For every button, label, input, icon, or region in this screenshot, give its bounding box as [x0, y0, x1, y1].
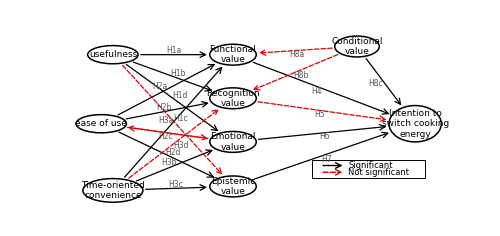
- Text: Emotional
value: Emotional value: [210, 132, 256, 152]
- Text: usefulness: usefulness: [89, 50, 137, 59]
- Text: H1d: H1d: [172, 91, 188, 100]
- Text: Significant: Significant: [348, 161, 393, 170]
- Ellipse shape: [83, 179, 143, 202]
- Text: H8c: H8c: [368, 79, 383, 88]
- Text: Not significant: Not significant: [348, 168, 410, 177]
- Ellipse shape: [389, 105, 442, 142]
- Ellipse shape: [210, 176, 256, 197]
- Ellipse shape: [76, 115, 126, 133]
- Text: Intention to
switch cooking
energy: Intention to switch cooking energy: [382, 109, 449, 139]
- Text: H5: H5: [314, 110, 325, 119]
- Text: H7: H7: [322, 155, 332, 164]
- Text: H2c: H2c: [158, 132, 172, 141]
- Text: H2b: H2b: [156, 103, 172, 112]
- Text: ease of use: ease of use: [76, 119, 127, 128]
- Text: Conditional
value: Conditional value: [331, 37, 383, 56]
- Ellipse shape: [210, 88, 256, 109]
- Text: H1b: H1b: [170, 69, 186, 78]
- Text: H8b: H8b: [293, 71, 308, 80]
- Ellipse shape: [210, 44, 256, 65]
- Text: H2d: H2d: [165, 148, 180, 156]
- Text: H1a: H1a: [166, 46, 182, 55]
- Text: H2a: H2a: [152, 82, 168, 91]
- Text: Recognition
value: Recognition value: [206, 88, 260, 108]
- Text: H4: H4: [311, 87, 322, 96]
- Text: H3a: H3a: [158, 116, 174, 125]
- Text: Epistemic
value: Epistemic value: [211, 177, 255, 196]
- Text: H1c: H1c: [173, 114, 188, 123]
- Ellipse shape: [210, 131, 256, 152]
- Text: H6: H6: [319, 132, 330, 141]
- Text: H3d: H3d: [174, 141, 189, 150]
- Ellipse shape: [88, 46, 138, 64]
- Ellipse shape: [334, 36, 380, 57]
- Text: H3b: H3b: [162, 158, 177, 167]
- Text: Time-oriented
convenience: Time-oriented convenience: [81, 181, 145, 200]
- Text: H3c: H3c: [168, 180, 183, 189]
- Text: Functional
value: Functional value: [210, 45, 256, 64]
- Text: H8a: H8a: [289, 50, 304, 59]
